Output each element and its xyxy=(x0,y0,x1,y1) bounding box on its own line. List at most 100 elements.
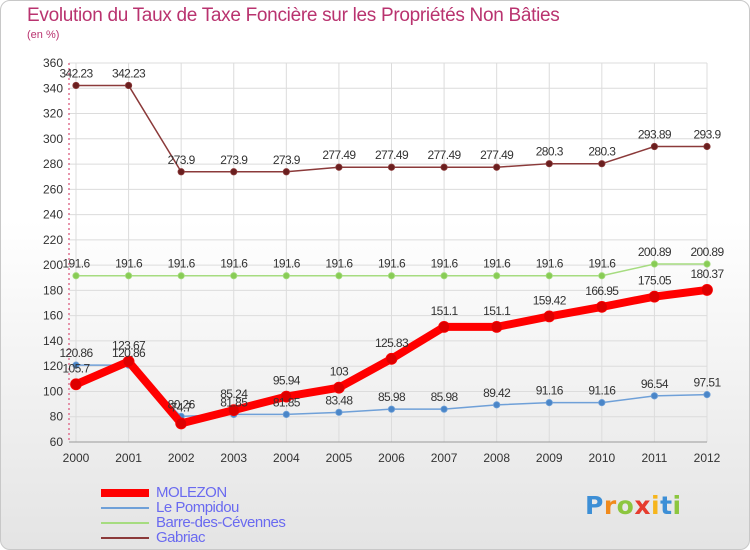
y-tick-label: 60 xyxy=(50,435,64,449)
data-label-molezon: 123.67 xyxy=(112,339,146,353)
y-tick-label: 220 xyxy=(43,233,63,247)
data-point-gabriac xyxy=(387,163,396,171)
data-point-gabriac xyxy=(335,163,343,171)
data-point-barre-des-cevennes xyxy=(598,272,606,280)
x-tick-label: 2008 xyxy=(483,451,510,465)
chart-unit-label: (en %) xyxy=(27,29,60,41)
data-label-gabriac: 342.23 xyxy=(59,66,93,80)
data-label-molezon: 125.83 xyxy=(375,336,409,350)
data-point-le-pompidou xyxy=(703,391,711,399)
data-label-molezon: 175.05 xyxy=(638,274,672,288)
x-tick-label: 2004 xyxy=(273,451,300,465)
data-label-le-pompidou: 91.16 xyxy=(588,384,616,398)
y-tick-label: 240 xyxy=(43,208,63,222)
data-label-molezon: 103 xyxy=(330,365,349,379)
data-label-barre-des-cevennes: 191.6 xyxy=(536,257,564,271)
data-point-le-pompidou xyxy=(650,392,659,400)
data-label-gabriac: 280.3 xyxy=(588,145,616,159)
data-label-le-pompidou: 96.54 xyxy=(641,377,669,391)
data-point-le-pompidou xyxy=(72,361,80,369)
data-label-molezon: 159.42 xyxy=(533,293,567,307)
data-point-barre-des-cevennes xyxy=(703,260,711,268)
data-label-le-pompidou: 80.26 xyxy=(168,397,196,411)
data-point-barre-des-cevennes xyxy=(335,272,343,280)
legend-swatch-gabriac xyxy=(101,536,149,539)
x-tick-label: 2010 xyxy=(588,451,615,465)
data-point-barre-des-cevennes xyxy=(650,260,659,268)
data-point-molezon xyxy=(227,404,240,417)
data-label-le-pompidou: 85.98 xyxy=(431,390,459,404)
data-label-molezon: 74.7 xyxy=(171,400,193,414)
data-label-gabriac: 342.23 xyxy=(112,66,146,80)
data-point-barre-des-cevennes xyxy=(124,272,133,280)
x-tick-label: 2000 xyxy=(63,451,90,465)
y-tick-label: 320 xyxy=(43,107,63,121)
data-point-molezon xyxy=(595,300,608,313)
x-tick-label: 2011 xyxy=(642,451,668,465)
data-point-gabriac xyxy=(72,81,80,90)
data-point-molezon xyxy=(438,321,450,333)
data-label-molezon: 180.37 xyxy=(690,267,724,281)
y-tick-label: 80 xyxy=(50,410,64,424)
data-label-le-pompidou: 85.98 xyxy=(378,390,406,404)
logo-letter: r xyxy=(603,491,617,520)
data-label-molezon: 151.1 xyxy=(431,304,459,318)
data-point-molezon xyxy=(280,390,293,403)
data-label-barre-des-cevennes: 191.6 xyxy=(115,257,143,271)
data-point-le-pompidou xyxy=(440,405,448,413)
data-point-barre-des-cevennes xyxy=(177,272,185,280)
data-label-molezon: 151.1 xyxy=(483,304,511,318)
y-tick-label: 120 xyxy=(43,359,63,373)
data-label-le-pompidou: 89.42 xyxy=(483,386,511,400)
data-label-le-pompidou: 120.86 xyxy=(59,346,93,360)
data-point-gabriac xyxy=(177,168,185,176)
data-label-barre-des-cevennes: 191.6 xyxy=(273,257,301,271)
data-point-le-pompidou xyxy=(335,408,343,416)
y-tick-label: 140 xyxy=(43,334,63,348)
data-point-gabriac xyxy=(282,168,290,176)
data-label-gabriac: 273.9 xyxy=(220,153,248,167)
y-tick-label: 260 xyxy=(43,182,63,196)
data-point-barre-des-cevennes xyxy=(72,272,80,280)
data-label-le-pompidou: 97.51 xyxy=(693,376,721,390)
data-point-gabriac xyxy=(703,142,711,151)
logo-letter: P xyxy=(585,491,604,520)
y-tick-label: 300 xyxy=(43,132,63,146)
data-point-le-pompidou xyxy=(545,399,553,407)
data-point-gabriac xyxy=(440,163,448,171)
x-tick-label: 2005 xyxy=(326,451,353,465)
data-label-gabriac: 273.9 xyxy=(273,153,301,167)
data-label-le-pompidou: 81.85 xyxy=(273,395,301,409)
y-tick-label: 360 xyxy=(43,56,63,70)
data-label-barre-des-cevennes: 200.89 xyxy=(690,245,724,259)
data-point-gabriac xyxy=(230,168,238,176)
data-point-molezon xyxy=(543,310,556,323)
data-point-le-pompidou xyxy=(387,405,396,413)
data-label-gabriac: 277.49 xyxy=(375,148,409,162)
data-label-molezon: 166.95 xyxy=(585,284,619,298)
x-tick-label: 2009 xyxy=(536,451,563,465)
data-point-gabriac xyxy=(545,160,553,168)
data-label-le-pompidou: 81.85 xyxy=(220,395,248,409)
data-point-molezon xyxy=(333,381,345,394)
data-label-barre-des-cevennes: 191.6 xyxy=(62,257,90,271)
data-label-gabriac: 277.49 xyxy=(480,148,514,162)
data-point-molezon xyxy=(122,355,135,368)
data-label-le-pompidou: 120.86 xyxy=(112,346,146,360)
legend-label-le-pompidou: Le Pompidou xyxy=(156,499,239,516)
data-label-barre-des-cevennes: 191.6 xyxy=(378,257,406,271)
data-label-barre-des-cevennes: 191.6 xyxy=(168,257,196,271)
y-tick-label: 200 xyxy=(43,258,63,272)
data-point-molezon xyxy=(385,352,398,365)
chart-title: Evolution du Taux de Taxe Foncière sur l… xyxy=(27,5,560,26)
data-point-molezon xyxy=(490,321,503,333)
data-label-gabriac: 293.9 xyxy=(693,128,721,142)
data-label-molezon: 85.24 xyxy=(220,387,248,401)
legend-swatch-molezon xyxy=(101,488,149,497)
data-label-le-pompidou: 91.16 xyxy=(536,384,564,398)
data-point-molezon xyxy=(648,290,661,303)
data-label-barre-des-cevennes: 200.89 xyxy=(638,245,672,259)
data-point-barre-des-cevennes xyxy=(230,272,238,280)
